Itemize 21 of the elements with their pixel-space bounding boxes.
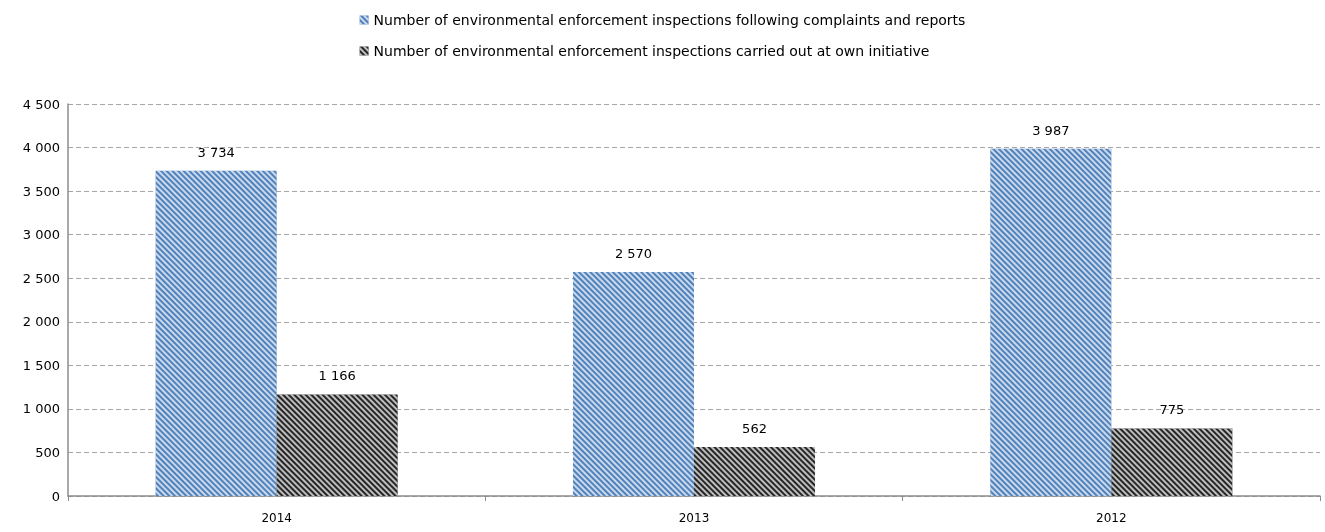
- data-label: 1 166: [318, 368, 356, 384]
- y-tick-label: 4 500: [22, 96, 60, 112]
- data-label: 775: [1159, 402, 1185, 418]
- data-label: 3 987: [1032, 122, 1070, 138]
- legend-label: Number of environmental enforcement inspections carried out at own initiative: [373, 43, 930, 59]
- x-tick-label: 2012: [1096, 511, 1127, 525]
- y-tick-label: 2 000: [22, 314, 60, 330]
- y-tick-label: 500: [35, 444, 60, 460]
- y-tick-label: 3 000: [22, 227, 60, 243]
- x-tick-label: 2014: [261, 511, 292, 525]
- x-tick-label: 2013: [678, 511, 710, 525]
- y-tick-label: 2 500: [22, 270, 60, 286]
- y-tick-label: 1 500: [22, 357, 60, 373]
- y-tick-label: 4 000: [22, 140, 60, 156]
- data-label: 562: [742, 421, 767, 437]
- y-tick-label: 1 000: [22, 401, 60, 417]
- data-label: 3 734: [197, 144, 235, 160]
- y-tick-label: 0: [51, 488, 60, 504]
- legend-label: Number of environmental enforcement inspections following complaints and reports: [373, 12, 966, 28]
- data-label: 2 570: [614, 246, 653, 262]
- y-tick-label: 3 500: [22, 183, 60, 199]
